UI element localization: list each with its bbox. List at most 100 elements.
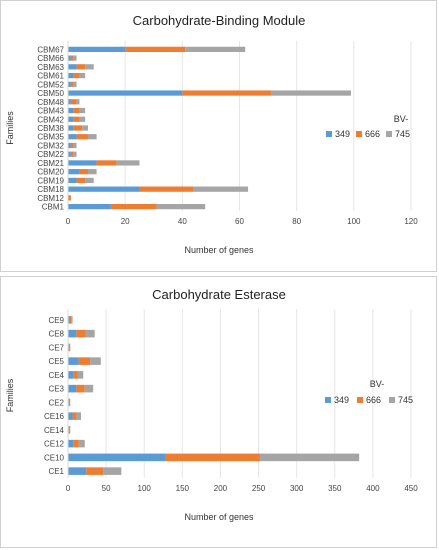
chart1-x-tick-label: 400 [366,484,380,493]
chart0-bar-cbm1-666 [110,204,157,210]
chart1-bar-ce2-666 [68,398,70,407]
chart0-bar-cbm63-745 [85,64,94,70]
chart1-category-label: CE16 [44,412,65,421]
chart0-bar-cbm63-666 [76,64,86,70]
chart1-bar-ce1-666 [86,467,104,475]
chart1-x-tick-label: 300 [290,484,304,493]
chart1-bar-ce3-666 [76,384,85,393]
chart0-bar-cbm22-349 [68,151,71,157]
chart1-bar-ce10-349 [68,453,166,462]
chart0-bar-cbm19-349 [68,177,77,184]
chart0-bar-cbm67-666 [125,46,186,52]
chart1-bar-ce12-349 [68,439,74,448]
chart0-bar-cbm52-745 [73,81,77,87]
chart1-bar-ce16-745 [76,412,81,420]
chart0-bar-cbm32-349 [68,142,71,149]
chart0-x-tick-label: 40 [178,217,187,226]
chart0-bar-cbm38-745 [82,125,89,131]
chart0-x-tick-label: 60 [235,217,244,226]
chart0-bar-cbm22-666 [70,151,74,157]
chart0-title: Carbohydrate-Binding Module [133,13,306,28]
chart1-bar-ce3-745 [84,384,94,393]
chart0-legend-swatch-349 [326,131,332,137]
chart1-title: Carbohydrate Esterase [152,287,286,302]
chart0-category-label: CBM43 [37,107,64,116]
chart1-category-label: CE14 [44,426,65,435]
chart0-bar-cbm32-666 [70,142,74,149]
chart0-bar-cbm20-666 [79,169,89,175]
chart0-category-label: CBM63 [37,63,64,72]
chart0-category-label: CBM20 [37,168,64,177]
chart1-bar-ce9-349 [68,316,70,324]
chart1-legend-label-745: 745 [398,395,413,405]
chart1-x-tick-label: 250 [252,484,266,493]
chart0-bar-cbm42-349 [68,116,74,122]
chart1-category-label: CE9 [48,316,64,325]
chart1-bar-ce14-745 [69,426,71,434]
chart0-category-label: CBM61 [37,72,64,81]
chart0-y-axis-label: Families [5,111,15,145]
chart1-bar-ce4-349 [68,371,74,379]
chart0-bar-cbm35-349 [68,134,77,140]
chart0-bar-cbm19-666 [76,177,86,184]
chart0-x-tick-label: 20 [121,217,130,226]
chart0-bar-cbm18-745 [193,186,249,192]
chart0-bar-cbm43-349 [68,107,74,114]
chart1-legend-label-666: 666 [366,395,381,405]
chart0-category-label: CBM38 [37,124,64,133]
chart0-bar-cbm1-745 [156,204,206,210]
chart1-x-tick-label: 100 [138,484,152,493]
chart1-category-label: CE4 [48,371,64,380]
chart0-category-label: CBM52 [37,80,64,89]
chart0-bar-cbm1-349 [68,204,111,210]
chart1-y-axis-label: Families [5,378,15,412]
chart1-bar-ce5-349 [68,357,79,365]
chart0-x-tick-label: 80 [292,217,301,226]
chart1-bar-ce4-745 [77,371,84,379]
chart0-category-label: CBM50 [37,89,64,98]
chart1-category-label: CE8 [48,330,64,339]
chart1-category-label: CE7 [48,343,64,352]
chart0-bar-cbm61-666 [73,72,80,79]
chart0-category-label: CBM67 [37,45,64,54]
ce-chart: Carbohydrate Esterase 0 50 100 150 200 250 300 3… [5,287,418,522]
chart1-category-label: CE1 [48,467,64,476]
chart1-legend-swatch-349 [325,397,331,403]
chart0-bar-cbm38-349 [68,125,74,131]
chart1-legend-label-349: 349 [334,395,349,405]
chart1-bar-ce1-745 [103,467,122,475]
chart0-bar-cbm32-745 [73,142,77,149]
chart0-category-label: CBM35 [37,133,64,142]
chart0-bar-cbm61-745 [79,72,86,79]
chart1-x-tick-label: 350 [328,484,342,493]
chart0-category-label: CBM12 [37,194,64,203]
cbm-chart: Carbohydrate-Binding Module 0 20 40 60 80 100 1… [5,13,418,255]
chart0-bar-cbm66-666 [70,55,74,61]
chart1-x-tick-label: 150 [176,484,190,493]
chart0-bar-cbm18-666 [139,186,194,192]
chart1-bar-ce8-745 [85,329,95,338]
chart1-x-tick-label: 450 [404,484,418,493]
chart1-category-label: CE5 [48,357,64,366]
cbm-chart-panel: Carbohydrate-Binding Module 0 20 40 60 80 100 1… [0,0,437,272]
chart0-bar-cbm19-745 [85,177,94,184]
chart1-bar-ce4-666 [73,371,78,379]
chart0-category-label: CBM32 [37,141,64,150]
chart1-bar-ce10-745 [260,453,360,462]
chart0-x-axis-label: Number of genes [184,245,254,255]
chart0-bar-cbm67-745 [185,46,246,52]
chart1-bar-ce16-666 [72,412,77,420]
chart1-x-tick-label: 0 [66,484,71,493]
chart0-category-label: CBM42 [37,115,64,124]
chart0-bar-cbm43-666 [73,107,80,114]
chart0-bar-cbm52-666 [70,81,74,87]
chart0-bar-cbm42-745 [79,116,86,122]
chart0-bar-cbm50-349 [68,90,183,96]
chart0-bar-cbm63-349 [68,64,77,70]
chart1-bar-ce14-666 [68,426,70,434]
chart1-category-label: CE2 [48,398,64,407]
chart0-category-label: CBM22 [37,150,64,159]
chart1-bar-ce1-349 [68,467,87,475]
chart0-bar-cbm35-666 [76,134,89,140]
chart1-legend-swatch-745 [389,397,395,403]
